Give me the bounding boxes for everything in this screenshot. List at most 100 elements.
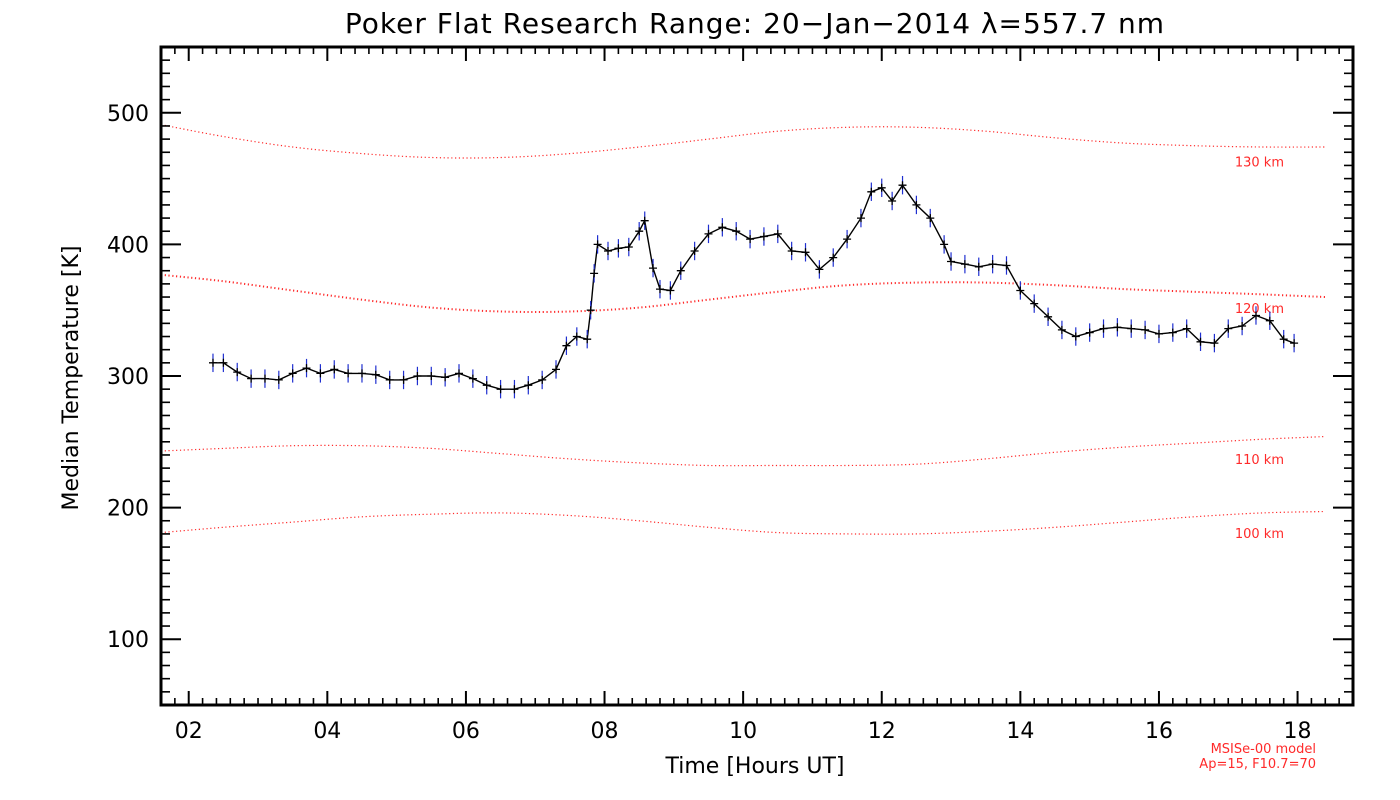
data-point-marker <box>926 214 935 223</box>
x-tick-label: 08 <box>591 719 619 744</box>
data-point-marker <box>496 385 505 394</box>
data-point-marker <box>640 216 649 225</box>
x-tick-label: 02 <box>175 719 203 744</box>
data-point-marker <box>413 372 422 380</box>
data-point-marker <box>1030 299 1039 308</box>
y-tick-label: 300 <box>107 365 149 390</box>
x-tick-label: 04 <box>313 719 341 744</box>
data-point-marker <box>988 260 997 269</box>
data-point-marker <box>572 332 581 341</box>
data-point-marker <box>614 244 623 253</box>
data-series-layer <box>209 175 1299 399</box>
data-point-marker <box>624 243 633 251</box>
data-point-marker <box>857 214 865 223</box>
data-point-marker <box>867 187 876 196</box>
data-point-marker <box>940 240 949 249</box>
data-point-marker <box>759 232 768 241</box>
model-line-label: 130 km <box>1235 156 1284 171</box>
data-point-marker <box>1002 261 1011 270</box>
data-point-marker <box>649 264 657 273</box>
data-point-marker <box>233 368 242 377</box>
model-line-100-km <box>160 510 1326 535</box>
data-point-marker <box>947 257 955 266</box>
data-point-marker <box>732 227 741 236</box>
data-point-marker <box>1044 312 1053 321</box>
model-line-120-km <box>160 273 1326 314</box>
data-point-marker <box>274 375 283 384</box>
data-point-marker <box>316 369 325 378</box>
data-point-marker <box>746 235 755 244</box>
data-point-marker <box>1057 325 1066 334</box>
data-point-marker <box>288 369 297 378</box>
data-point-marker <box>371 370 380 379</box>
model-line-130-km <box>160 124 1326 159</box>
model-params-note: Ap=15, F10.7=70 <box>1199 757 1316 772</box>
data-point-marker <box>1290 339 1299 348</box>
data-point-marker <box>718 223 727 232</box>
data-point-marker <box>538 375 547 384</box>
data-point-marker <box>912 200 921 209</box>
data-point-marker <box>209 358 217 367</box>
data-point-marker <box>455 369 463 378</box>
chart-title: Poker Flat Research Range: 20−Jan−2014 λ… <box>345 7 1165 40</box>
data-point-marker <box>1252 311 1260 320</box>
model-name-note: MSISe-00 model <box>1211 742 1316 757</box>
x-tick-label: 10 <box>729 719 757 744</box>
data-point-marker <box>1210 339 1219 348</box>
data-point-marker <box>482 381 491 390</box>
data-point-marker <box>1113 323 1122 332</box>
x-tick-label: 18 <box>1284 719 1312 744</box>
data-point-marker <box>1168 328 1177 337</box>
data-point-marker <box>468 374 477 383</box>
x-tick-label: 14 <box>1006 719 1034 744</box>
x-axis-label: Time [Hours UT] <box>665 754 845 779</box>
data-point-marker <box>441 373 450 382</box>
data-point-marker <box>1099 324 1108 333</box>
x-tick-label: 12 <box>868 719 896 744</box>
data-point-marker <box>666 286 675 295</box>
data-point-marker <box>247 374 256 383</box>
data-point-marker <box>586 306 595 315</box>
model-line-110-km <box>160 435 1326 467</box>
model-line-label: 120 km <box>1235 302 1284 317</box>
data-point-marker <box>690 247 699 255</box>
data-point-marker <box>302 364 311 373</box>
model-line-label: 100 km <box>1235 527 1284 542</box>
data-point-marker <box>1071 332 1080 341</box>
data-point-marker <box>888 197 897 205</box>
data-point-marker <box>604 247 612 255</box>
model-lines-layer: 130 km 120 km 110 km 100 km <box>160 124 1326 542</box>
data-point-marker <box>358 369 366 378</box>
data-point-marker <box>510 385 519 394</box>
data-point-marker <box>1016 286 1025 295</box>
data-point-marker <box>562 341 571 350</box>
y-tick-label: 100 <box>107 628 149 653</box>
data-point-marker <box>773 229 782 238</box>
data-point-marker <box>330 365 339 374</box>
axis-ticks-layer: 02 04 06 08 10 12 14 16 18 100 200 300 400 500 <box>107 47 1354 744</box>
temperature-series-line <box>213 183 1295 390</box>
data-point-marker <box>1224 324 1233 333</box>
data-point-marker <box>1155 329 1163 338</box>
data-point-marker <box>815 265 824 274</box>
data-point-marker <box>219 358 228 367</box>
data-point-marker <box>676 266 685 275</box>
y-tick-label: 200 <box>107 497 149 522</box>
data-point-marker <box>1141 325 1150 334</box>
data-point-marker <box>898 181 907 190</box>
data-point-marker <box>974 262 983 271</box>
data-point-marker <box>552 365 560 374</box>
y-axis-label: Median Temperature [K] <box>59 246 84 511</box>
data-point-marker <box>590 269 599 278</box>
y-tick-label: 400 <box>107 233 149 258</box>
data-point-marker <box>1127 324 1136 333</box>
data-point-marker <box>1265 316 1274 325</box>
data-point-marker <box>843 235 852 244</box>
data-point-marker <box>1279 335 1288 344</box>
data-point-marker <box>635 227 644 236</box>
data-point-marker <box>593 240 602 249</box>
data-point-marker <box>801 248 810 257</box>
data-point-marker <box>1085 328 1094 337</box>
model-line-label: 110 km <box>1235 453 1284 468</box>
